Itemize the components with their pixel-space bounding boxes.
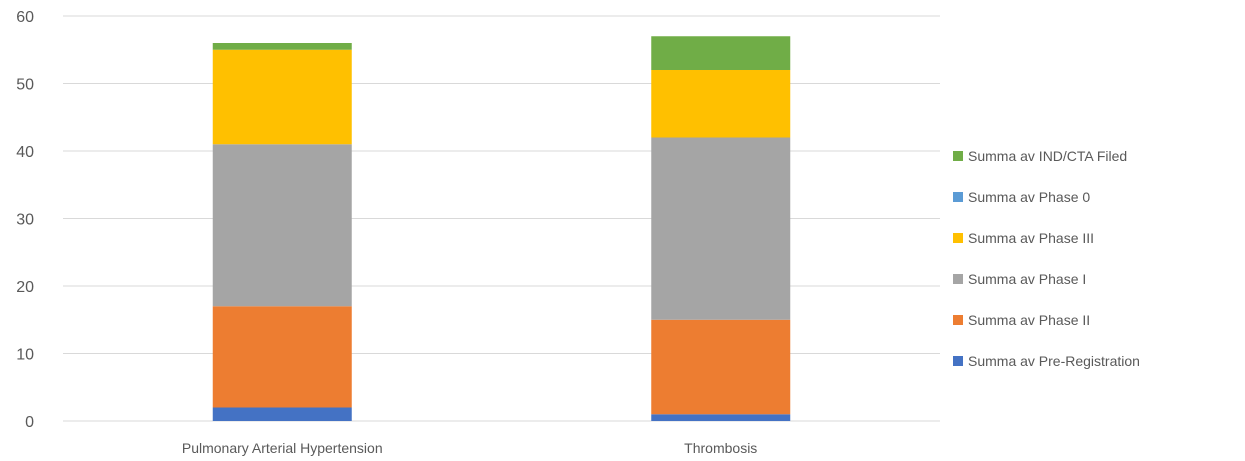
bar-segment [212, 43, 352, 50]
legend: Summa av IND/CTA Filed Summa av Phase 0 Su… [953, 148, 1140, 369]
bar-segment [212, 144, 352, 307]
y-tick-label: 30 [16, 212, 34, 229]
legend-item: Summa av Phase III [953, 230, 1094, 246]
legend-item: Summa av Phase II [953, 312, 1090, 328]
x-category-label: Thrombosis [684, 440, 757, 456]
bar-segment [651, 319, 791, 415]
legend-swatch [953, 151, 963, 161]
x-category-label: Pulmonary Arterial Hypertension [182, 440, 383, 456]
legend-label: Summa av Phase III [968, 230, 1094, 246]
legend-item: Summa av IND/CTA Filed [953, 148, 1127, 164]
legend-label: Summa av Pre-Registration [968, 353, 1140, 369]
legend-label: Summa av Phase 0 [968, 189, 1090, 205]
y-axis: 0 10 20 30 40 50 60 [16, 9, 34, 431]
legend-item: Summa av Pre-Registration [953, 353, 1140, 369]
y-tick-label: 40 [16, 144, 34, 161]
bar-segment [212, 306, 352, 408]
bar-segment [651, 137, 791, 320]
y-tick-label: 20 [16, 279, 34, 296]
legend-item: Summa av Phase I [953, 271, 1086, 287]
legend-swatch [953, 233, 963, 243]
bar-segment [651, 70, 791, 138]
y-tick-label: 10 [16, 347, 34, 364]
bars [212, 36, 791, 421]
legend-item: Summa av Phase 0 [953, 189, 1090, 205]
legend-swatch [953, 315, 963, 325]
legend-swatch [953, 274, 963, 284]
bar-segment [651, 36, 791, 70]
legend-swatch [953, 356, 963, 366]
legend-swatch [953, 192, 963, 202]
bar-segment [212, 407, 352, 421]
y-tick-label: 50 [16, 77, 34, 94]
y-tick-label: 60 [16, 9, 34, 26]
legend-label: Summa av Phase I [968, 271, 1086, 287]
legend-label: Summa av Phase II [968, 312, 1090, 328]
legend-label: Summa av IND/CTA Filed [968, 148, 1127, 164]
x-axis: Pulmonary Arterial Hypertension Thrombosi… [182, 440, 757, 456]
bar-segment [651, 414, 791, 421]
bar-segment [212, 49, 352, 145]
y-tick-label: 0 [25, 414, 34, 431]
gridlines [63, 15, 940, 422]
